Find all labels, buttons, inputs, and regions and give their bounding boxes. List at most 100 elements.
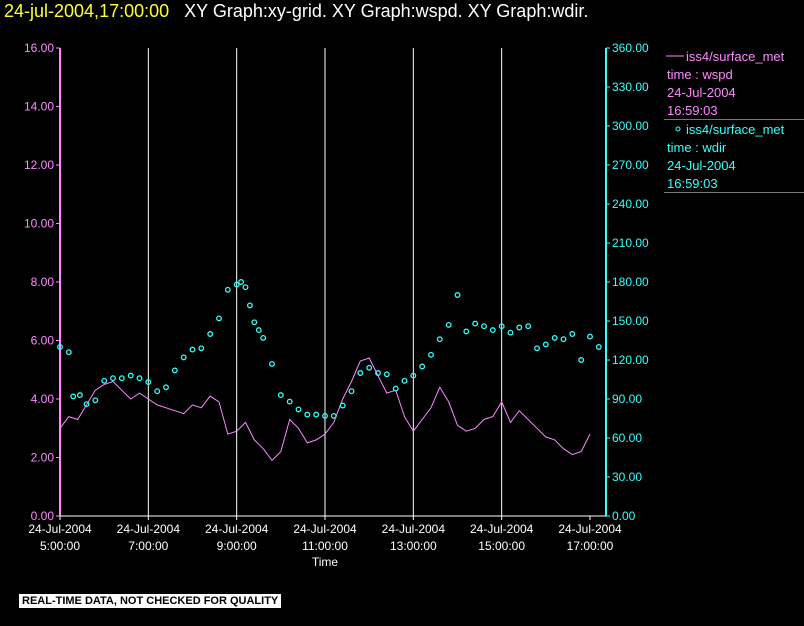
wdir-point [507, 329, 514, 336]
x-tick-label-date: 24-Jul-2004 [205, 522, 269, 536]
gridlines [147, 48, 503, 516]
right-tick-label: 330.00 [612, 80, 649, 94]
wdir-point [542, 341, 549, 348]
legend-wdir-line1: iss4/surface_met [686, 122, 785, 137]
wdir-point [498, 323, 505, 330]
wdir-point [136, 375, 143, 382]
right-tick-label: 270.00 [612, 158, 649, 172]
legend-divider [664, 119, 804, 120]
right-tick-label: 210.00 [612, 236, 649, 250]
wdir-point [242, 284, 249, 291]
x-tick-label-time: 7:00:00 [128, 539, 168, 553]
header-timestamp: 24-jul-2004,17:00:00 [4, 1, 170, 21]
right-tick-label: 90.00 [612, 392, 642, 406]
legend-wspd-line3: 24-Jul-2004 [667, 85, 736, 100]
wdir-point [489, 327, 496, 334]
right-tick-label: 120.00 [612, 353, 649, 367]
x-tick-label-time: 11:00:00 [302, 539, 348, 553]
wdir-series [57, 279, 602, 419]
left-tick-label: 10.00 [24, 217, 54, 231]
wdir-point [516, 324, 523, 331]
right-tick-label: 180.00 [612, 275, 649, 289]
wdir-point [330, 412, 337, 419]
wdir-point [145, 379, 152, 386]
x-tick-label-time: 9:00:00 [217, 539, 257, 553]
x-tick-label-time: 5:00:00 [40, 539, 80, 553]
wdir-point [83, 401, 90, 408]
x-tick-label-time: 15:00:00 [478, 539, 525, 553]
legend-divider [664, 192, 804, 193]
wdir-point [445, 321, 452, 328]
x-tick-label-time: 13:00:00 [390, 539, 437, 553]
right-tick-label: 60.00 [612, 431, 642, 445]
x-axis-title: Time [312, 555, 339, 569]
wdir-point [560, 336, 567, 343]
wdir-point [551, 334, 558, 341]
wdir-point [392, 385, 399, 392]
legend-wspd-line4: 16:59:03 [667, 103, 718, 118]
wdir-point [534, 345, 540, 352]
quality-notice: REAL-TIME DATA, NOT CHECKED FOR QUALITY [19, 594, 282, 608]
wdir-point [65, 349, 72, 356]
wdir-point [70, 393, 77, 400]
right-tick-label: 0.00 [612, 509, 636, 523]
wdir-point [578, 357, 585, 363]
left-tick-label: 4.00 [31, 392, 55, 406]
wdir-point [401, 377, 408, 384]
chart-header: 24-jul-2004,17:00:00 XY Graph:xy-grid. X… [4, 1, 588, 22]
legend-wspd-line1: iss4/surface_met [686, 49, 785, 64]
left-tick-label: 0.00 [31, 509, 55, 523]
left-tick-label: 12.00 [24, 158, 54, 172]
legend-wdir-line3: 24-Jul-2004 [667, 158, 736, 173]
wdir-point [269, 360, 275, 367]
wdir-point [472, 320, 479, 327]
right-tick-label: 150.00 [612, 314, 649, 328]
left-tick-label: 8.00 [31, 275, 55, 289]
legend-wspd-line2: time : wspd [667, 67, 733, 82]
wdir-point [428, 351, 434, 358]
left-tick-label: 14.00 [24, 100, 54, 114]
left-tick-label: 2.00 [31, 451, 55, 465]
wdir-point [569, 331, 576, 337]
legend: iss4/surface_met time : wspd 24-Jul-2004… [666, 49, 785, 191]
wdir-point [180, 354, 187, 361]
wdir-point [357, 370, 364, 376]
wdir-point [127, 372, 134, 379]
wdir-point [251, 319, 258, 326]
wdir-point [277, 392, 284, 399]
wdir-point [587, 333, 593, 340]
legend-wdir-line2: time : wdir [667, 140, 727, 155]
wdir-point [189, 346, 196, 353]
x-tick-label-date: 24-Jul-2004 [293, 522, 357, 536]
wdir-point [463, 328, 470, 335]
wdir-point [224, 286, 231, 293]
wdir-point [383, 371, 390, 378]
wdir-point [101, 377, 108, 384]
wdir-point [216, 315, 222, 322]
wdir-point [595, 344, 602, 350]
wdir-point [436, 336, 443, 343]
x-tick-label-date: 24-Jul-2004 [117, 522, 181, 536]
wdir-point [366, 364, 373, 371]
wdir-point [207, 331, 214, 337]
right-tick-label: 300.00 [612, 119, 649, 133]
wdir-point [348, 388, 355, 395]
wdir-point [454, 292, 461, 298]
x-tick-label-date: 24-Jul-2004 [470, 522, 534, 536]
wdir-point [481, 323, 487, 330]
left-tick-label: 6.00 [31, 334, 55, 348]
x-tick-label-time: 17:00:00 [567, 539, 614, 553]
header-graph-list: XY Graph:xy-grid. XY Graph:wspd. XY Grap… [184, 1, 589, 21]
wdir-point [76, 392, 83, 399]
wdir-point [238, 279, 245, 285]
wdir-point [419, 363, 426, 370]
right-tick-label: 240.00 [612, 197, 649, 211]
wdir-point [375, 370, 381, 376]
legend-wdir-marker [675, 126, 681, 132]
axes: 0.00 2.00 4.00 6.00 8.00 10.00 12.00 14.00 16.00… [24, 41, 649, 569]
legend-wdir-line4: 16:59:03 [667, 176, 718, 191]
wdir-point [233, 281, 240, 288]
x-tick-label-date: 24-Jul-2004 [28, 522, 92, 536]
wspd-series [59, 357, 591, 462]
